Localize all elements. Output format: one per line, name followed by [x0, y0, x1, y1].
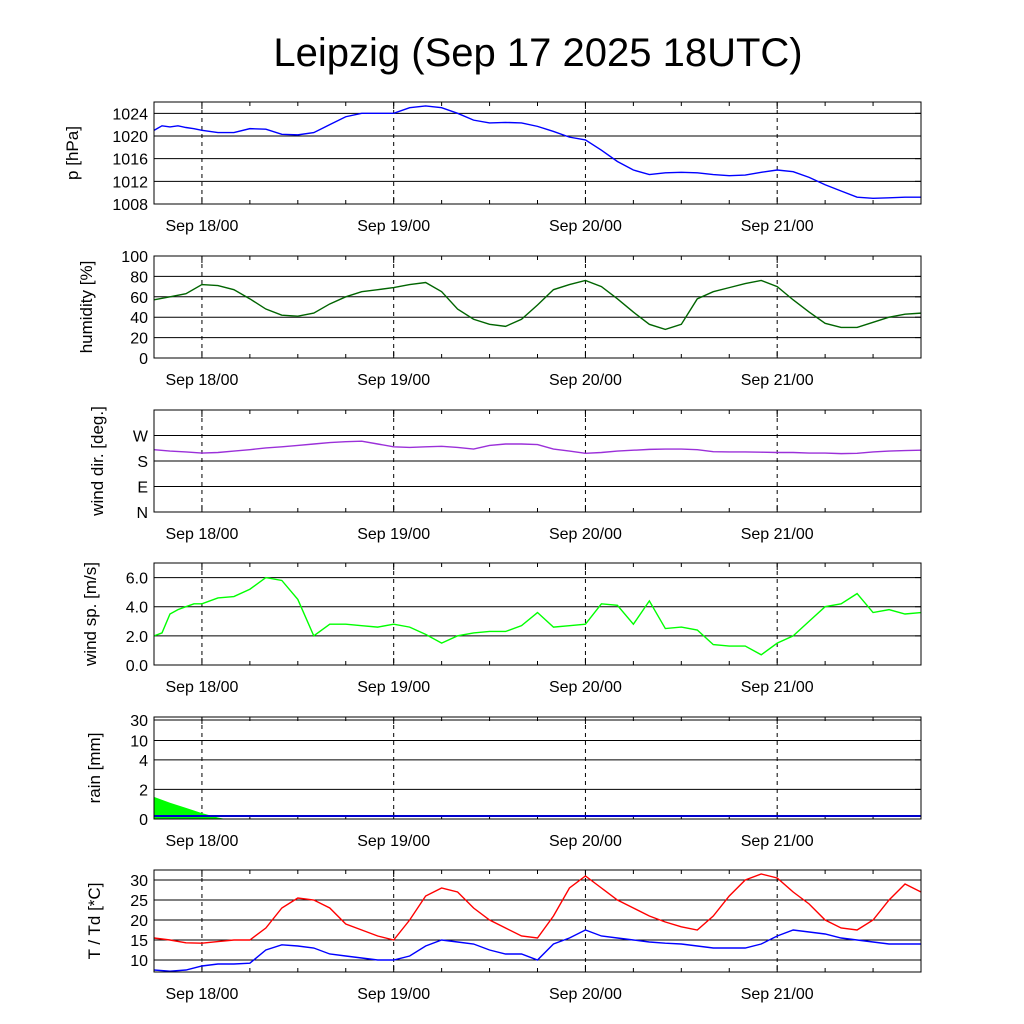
- y-tick-label: 10: [130, 733, 148, 750]
- y-tick-label: 4.0: [126, 600, 148, 617]
- x-tick-label: Sep 20/00: [549, 218, 622, 235]
- x-tick-label: Sep 18/00: [165, 833, 238, 850]
- y-tick-label: 30: [130, 713, 148, 730]
- y-tick-label: 0: [139, 351, 148, 368]
- series-line-T: [153, 873, 922, 944]
- x-tick-label: Sep 19/00: [357, 986, 430, 1003]
- plot-frame: [153, 869, 922, 973]
- y-tick-label: 40: [130, 310, 148, 327]
- x-tick-label: Sep 18/00: [165, 218, 238, 235]
- panel-pressure: 1008 1012 1016 1020 1024 Sep 18/00 Sep 19/00 Se…: [63, 101, 922, 235]
- y-tick-label: 1016: [112, 152, 148, 169]
- x-tick-label: Sep 21/00: [741, 679, 814, 696]
- y-axis-label: wind sp. [m/s]: [81, 562, 100, 667]
- y-tick-label: 4: [139, 753, 148, 770]
- y-axis-label: p [hPa]: [63, 126, 82, 180]
- x-tick-label: Sep 18/00: [165, 526, 238, 543]
- y-tick-label: 1008: [112, 197, 148, 214]
- y-tick-label: 2: [139, 782, 148, 799]
- panel-rain: 0 2 4 10 30 Sep 18/00 Sep 19/00 Sep 20/00 Sep 21…: [85, 713, 922, 850]
- x-tick-label: Sep 21/00: [741, 372, 814, 389]
- x-tick-label: Sep 18/00: [165, 679, 238, 696]
- y-tick-label: N: [136, 505, 148, 522]
- x-tick-label: Sep 21/00: [741, 218, 814, 235]
- series-line-wind-direction: [153, 440, 922, 455]
- plot-frame: [153, 255, 922, 359]
- plot-frame: [153, 716, 922, 820]
- y-axis-label: humidity [%]: [77, 261, 96, 354]
- panel-temperature: 10 15 20 25 30 Sep 18/00 Sep 19/00 Sep 20/00 Sep…: [85, 869, 922, 1003]
- plot-frame: [153, 562, 922, 666]
- x-tick-label: Sep 21/00: [741, 986, 814, 1003]
- y-tick-label: 100: [121, 249, 148, 266]
- x-tick-label: Sep 18/00: [165, 986, 238, 1003]
- y-tick-label: 25: [130, 893, 148, 910]
- y-tick-label: E: [137, 480, 148, 497]
- x-tick-label: Sep 20/00: [549, 986, 622, 1003]
- x-tick-label: Sep 20/00: [549, 833, 622, 850]
- chart-title: Leipzig (Sep 17 2025 18UTC): [273, 31, 802, 75]
- x-tick-label: Sep 19/00: [357, 526, 430, 543]
- y-tick-label: S: [137, 454, 148, 471]
- series-line-wind-speed: [153, 576, 922, 656]
- y-tick-label: 10: [130, 953, 148, 970]
- y-tick-label: 1020: [112, 129, 148, 146]
- y-tick-label: 6.0: [126, 571, 148, 588]
- plot-frame: [153, 101, 922, 205]
- x-tick-label: Sep 21/00: [741, 526, 814, 543]
- y-tick-label: 0.0: [126, 658, 148, 675]
- y-tick-label: 20: [130, 331, 148, 348]
- series-line-humidity: [153, 279, 922, 331]
- y-tick-label: 2.0: [126, 629, 148, 646]
- y-tick-label: W: [133, 429, 149, 446]
- y-axis-label: T / Td [*C]: [85, 883, 104, 960]
- y-tick-label: 15: [130, 933, 148, 950]
- y-axis-label: rain [mm]: [85, 733, 104, 804]
- y-tick-label: 1024: [112, 106, 148, 123]
- y-tick-label: 80: [130, 269, 148, 286]
- y-axis-label: wind dir. [deg.]: [88, 406, 107, 517]
- y-tick-label: 60: [130, 290, 148, 307]
- y-tick-label: 0: [139, 812, 148, 829]
- x-tick-label: Sep 20/00: [549, 372, 622, 389]
- x-tick-label: Sep 19/00: [357, 218, 430, 235]
- x-tick-label: Sep 20/00: [549, 679, 622, 696]
- x-tick-label: Sep 19/00: [357, 372, 430, 389]
- x-tick-label: Sep 21/00: [741, 833, 814, 850]
- panel-humidity: 0 20 40 60 80 100 Sep 18/00 Sep 19/00 Sep 20/00 S…: [77, 249, 922, 389]
- series-line-p: [153, 105, 921, 200]
- y-tick-label: 20: [130, 913, 148, 930]
- x-tick-label: Sep 18/00: [165, 372, 238, 389]
- series-line-Td: [153, 929, 921, 972]
- y-tick-label: 1012: [112, 174, 148, 191]
- x-tick-label: Sep 19/00: [357, 679, 430, 696]
- panel-wind_speed: 0.0 2.0 4.0 6.0 Sep 18/00 Sep 19/00 Sep 20/00 S…: [81, 562, 922, 696]
- y-tick-label: 30: [130, 873, 148, 890]
- x-tick-label: Sep 19/00: [357, 833, 430, 850]
- x-tick-label: Sep 20/00: [549, 526, 622, 543]
- plot-frame: [153, 409, 922, 513]
